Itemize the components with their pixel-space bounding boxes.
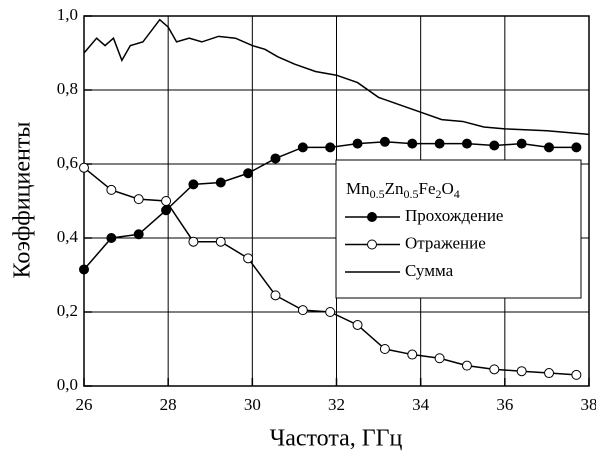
- x-tick-label: 34: [412, 395, 430, 414]
- data-point: [133, 229, 144, 240]
- data-point: [270, 290, 281, 301]
- data-point: [215, 177, 226, 188]
- data-point: [516, 138, 527, 149]
- data-point: [461, 360, 472, 371]
- legend-title-part: Mn: [346, 179, 370, 198]
- x-tick-label: 30: [244, 395, 261, 414]
- y-tick-label: 0,6: [57, 153, 78, 172]
- x-tick-label: 26: [76, 395, 93, 414]
- legend-title-part: 2: [436, 187, 442, 201]
- data-point: [571, 369, 582, 380]
- data-point: [79, 162, 89, 173]
- y-tick-label: 0,4: [57, 227, 79, 246]
- legend-label: Отражение: [405, 233, 486, 252]
- data-point: [571, 142, 582, 153]
- legend-title: Mn0.5Zn0.5Fe2O4: [346, 179, 460, 201]
- plot-frame: [83, 15, 590, 387]
- legend-title-part: Fe: [419, 179, 436, 198]
- data-point: [352, 138, 363, 149]
- y-tick-label: 1,0: [57, 5, 78, 24]
- legend-label: Прохождение: [405, 206, 503, 225]
- y-tick-label: 0,8: [57, 79, 78, 98]
- legend-title-part: 0.5: [370, 187, 385, 201]
- data-point: [434, 353, 445, 364]
- x-tick-label: 36: [496, 395, 513, 414]
- data-point: [188, 236, 199, 247]
- data-point: [489, 140, 500, 151]
- data-point: [243, 253, 254, 264]
- x-tick-label: 38: [581, 395, 596, 414]
- data-point: [407, 138, 418, 149]
- data-point: [379, 344, 390, 354]
- data-point: [161, 196, 172, 206]
- data-point: [407, 349, 418, 360]
- data-point: [297, 142, 308, 153]
- data-point: [215, 236, 226, 247]
- data-point: [544, 368, 555, 379]
- legend-title-part: 4: [454, 187, 460, 201]
- legend-title-part: 0.5: [404, 187, 419, 201]
- data-point: [133, 194, 144, 205]
- data-point: [516, 366, 527, 377]
- data-point: [325, 142, 336, 153]
- series-line: [83, 18, 590, 136]
- x-tick-label: 32: [328, 395, 345, 414]
- data-point: [243, 168, 254, 179]
- data-point: [79, 264, 89, 275]
- data-point: [106, 233, 117, 243]
- y-tick-label: 0,2: [57, 301, 78, 320]
- legend-box: [335, 159, 582, 299]
- legend-title-part: O: [442, 179, 454, 198]
- legend-title-part: Zn: [385, 179, 404, 198]
- x-tick-label: 28: [160, 395, 177, 414]
- data-point: [379, 136, 390, 147]
- data-point: [188, 179, 199, 190]
- legend-marker: [367, 212, 377, 222]
- data-point: [106, 184, 117, 195]
- data-point: [461, 138, 472, 149]
- data-point: [270, 153, 281, 164]
- data-point: [352, 319, 363, 330]
- data-point: [297, 305, 308, 316]
- data-point: [434, 138, 445, 149]
- data-point: [544, 142, 555, 153]
- y-tick-label: 0,0: [57, 375, 78, 394]
- data-point: [161, 205, 172, 216]
- legend-label: Сумма: [405, 261, 454, 280]
- legend-marker: [367, 239, 377, 250]
- y-axis-label: Коэффициенты: [10, 122, 36, 279]
- data-point: [325, 307, 336, 317]
- x-axis-label: Частота, ГГц: [270, 426, 403, 452]
- data-point: [489, 364, 500, 375]
